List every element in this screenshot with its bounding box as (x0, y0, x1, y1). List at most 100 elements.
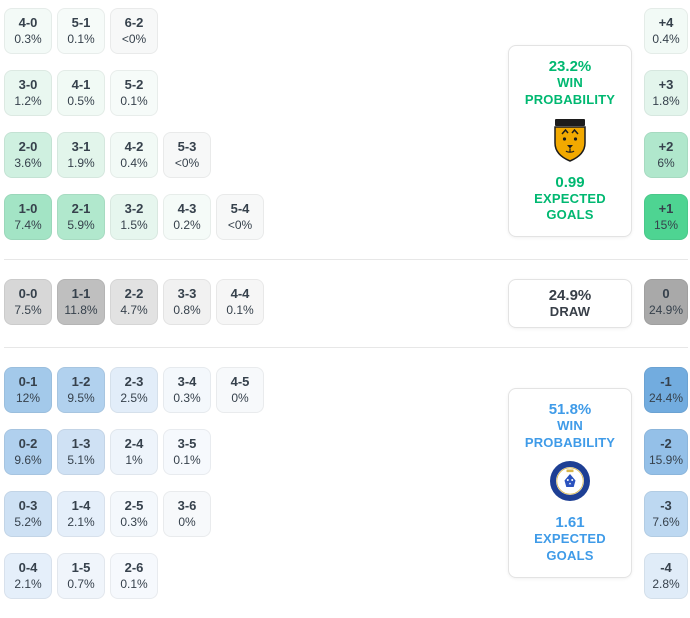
score-cell: 2-4 1% (110, 428, 158, 475)
score-prob: 9.6% (14, 452, 42, 467)
score-cell: 2-5 0.3% (110, 490, 158, 537)
goal-diff: +1 (658, 200, 674, 216)
away-expected-goals-value: 1.61 (555, 514, 585, 532)
home-goal-diff-column: +4 0.4% +3 1.8% +2 6% +1 15% (644, 8, 688, 240)
score-prob: 5.2% (14, 514, 42, 529)
expected-goals-label: GOALS (546, 548, 594, 564)
score-prob: 4.7% (120, 302, 148, 317)
goal-diff: 0 (662, 285, 670, 301)
score-cell: 2-3 2.5% (110, 366, 158, 413)
draw-label: DRAW (549, 304, 591, 319)
scoreline: 0-4 (18, 559, 38, 575)
score-cell: 1-1 11.8% (57, 279, 105, 325)
scoreline: 4-0 (18, 14, 38, 30)
expected-goals-label: GOALS (546, 207, 594, 223)
scoreline: 2-4 (124, 435, 144, 451)
score-cell: 4-2 0.4% (110, 132, 158, 178)
score-prob: 9.5% (67, 390, 95, 405)
goal-diff: +4 (658, 14, 674, 30)
diff-prob: 1.8% (652, 93, 680, 108)
scoreline: 5-1 (71, 14, 91, 30)
score-cell: 4-1 0.5% (57, 70, 105, 116)
score-cell: 3-1 1.9% (57, 132, 105, 178)
goal-diff-cell: +2 6% (644, 132, 688, 178)
goal-diff: +2 (658, 138, 674, 154)
scoreline: 3-1 (71, 138, 91, 154)
win-probability-label: WIN (557, 74, 583, 90)
score-prob: 0.4% (120, 155, 148, 170)
score-prob: 0.2% (173, 217, 201, 232)
score-cell: 6-2 <0% (110, 8, 158, 54)
section-divider (4, 259, 688, 260)
score-cell: 0-3 5.2% (4, 490, 52, 537)
goal-diff: -3 (660, 497, 672, 513)
draw-goal-diff-column: 0 24.9% (644, 279, 688, 325)
score-cell: 2-1 5.9% (57, 194, 105, 240)
win-probability-label: WIN (557, 417, 583, 433)
goal-diff-cell: +4 0.4% (644, 8, 688, 54)
score-prob: 1.9% (67, 155, 95, 170)
draw-section: 0-0 7.5% 1-1 11.8% 2-2 4.7% 3-3 0.8% 4-4 0.1%… (4, 279, 688, 328)
score-prob: 2.5% (120, 390, 148, 405)
scoreline: 6-2 (124, 14, 144, 30)
scoreline: 1-5 (71, 559, 91, 575)
score-cell: 3-2 1.5% (110, 194, 158, 240)
score-prob: 5.1% (67, 452, 95, 467)
diff-prob: 15% (653, 217, 679, 232)
score-prob: 0% (178, 514, 196, 529)
diff-prob: 2.8% (652, 576, 680, 591)
score-cell: 0-2 9.6% (4, 428, 52, 475)
score-cell: 1-5 0.7% (57, 552, 105, 599)
scoreline: 2-2 (124, 285, 144, 301)
away-score-grid: 0-1 12% 1-2 9.5% 2-3 2.5% 3-4 0.3% 4-5 0% 0-2… (4, 366, 266, 599)
score-prob: 0.3% (14, 31, 42, 46)
goal-diff-cell: -4 2.8% (644, 552, 688, 599)
expected-goals-label: EXPECTED (534, 190, 606, 206)
score-row: 1-0 7.4% 2-1 5.9% 3-2 1.5% 4-3 0.2% 5-4 <0% (4, 194, 266, 240)
scoreline: 4-4 (230, 285, 250, 301)
scoreline: 5-4 (230, 200, 250, 216)
score-cell: 4-0 0.3% (4, 8, 52, 54)
score-row: 0-2 9.6% 1-3 5.1% 2-4 1% 3-5 0.1% (4, 428, 266, 475)
scoreline: 3-4 (177, 373, 197, 389)
home-win-section: 4-0 0.3% 5-1 0.1% 6-2 <0% 3-0 1.2% 4-1 0.5% 5… (4, 8, 688, 240)
score-row: 0-1 12% 1-2 9.5% 2-3 2.5% 3-4 0.3% 4-5 0% (4, 366, 266, 413)
score-cell: 1-2 9.5% (57, 366, 105, 413)
score-cell: 5-1 0.1% (57, 8, 105, 54)
scoreline: 4-1 (71, 76, 91, 92)
score-prob: 0.3% (120, 514, 148, 529)
score-prob: 0.1% (173, 452, 201, 467)
scoreline: 4-5 (230, 373, 250, 389)
goal-diff: -1 (660, 373, 672, 389)
score-cell: 3-0 1.2% (4, 70, 52, 116)
score-row: 0-0 7.5% 1-1 11.8% 2-2 4.7% 3-3 0.8% 4-4 0.1% (4, 279, 266, 325)
score-row: 0-3 5.2% 1-4 2.1% 2-5 0.3% 3-6 0% (4, 490, 266, 537)
scoreline: 1-1 (71, 285, 91, 301)
goal-diff-cell: +1 15% (644, 194, 688, 240)
score-prob: 1.2% (14, 93, 42, 108)
score-prob: 3.6% (14, 155, 42, 170)
score-cell: 2-0 3.6% (4, 132, 52, 178)
score-cell: 3-5 0.1% (163, 428, 211, 475)
score-prob: <0% (227, 217, 253, 232)
home-win-panel: 23.2% WIN PROBABILITY 0.99 EXPECTED GOAL… (508, 44, 632, 238)
diff-prob: 0.4% (652, 31, 680, 46)
scoreline: 2-3 (124, 373, 144, 389)
score-row: 0-4 2.1% 1-5 0.7% 2-6 0.1% (4, 552, 266, 599)
home-expected-goals-value: 0.99 (555, 173, 585, 191)
score-prob: 0.1% (226, 302, 254, 317)
score-row: 2-0 3.6% 3-1 1.9% 4-2 0.4% 5-3 <0% (4, 132, 266, 178)
goal-diff-cell: +3 1.8% (644, 70, 688, 116)
score-cell: 3-3 0.8% (163, 279, 211, 325)
score-cell: 2-6 0.1% (110, 552, 158, 599)
score-cell: 4-5 0% (216, 366, 264, 413)
scoreline: 4-3 (177, 200, 197, 216)
score-cell: 5-4 <0% (216, 194, 264, 240)
win-probability-label: PROBABILITY (524, 91, 616, 107)
score-prob: 0.1% (67, 31, 95, 46)
goal-diff-cell: -3 7.6% (644, 490, 688, 537)
scoreline: 1-0 (18, 200, 38, 216)
expected-goals-label: EXPECTED (534, 531, 606, 547)
score-cell: 5-3 <0% (163, 132, 211, 178)
score-row: 4-0 0.3% 5-1 0.1% 6-2 <0% (4, 8, 266, 54)
